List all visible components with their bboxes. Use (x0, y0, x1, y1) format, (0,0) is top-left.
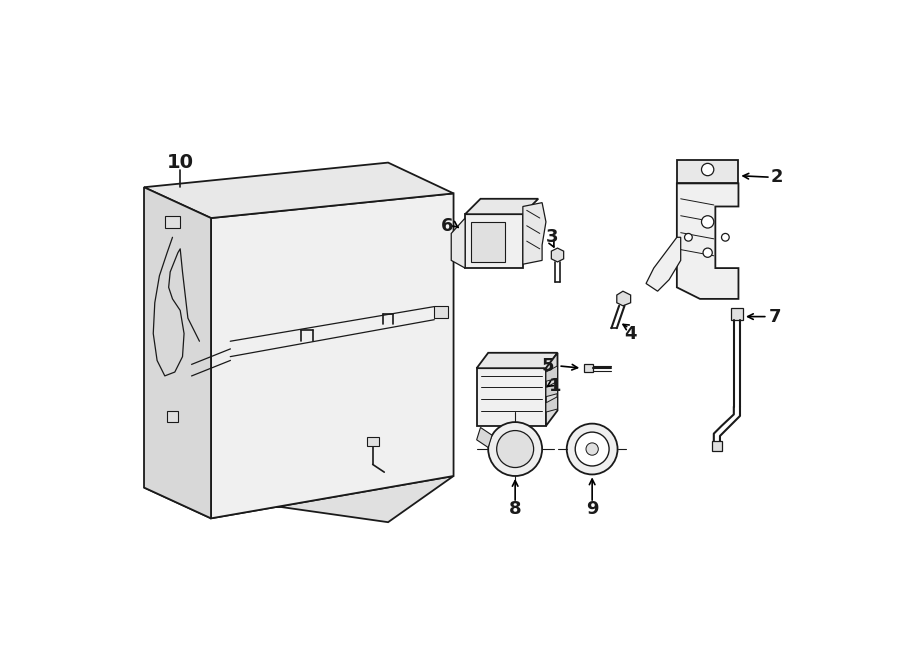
Polygon shape (546, 397, 557, 412)
Polygon shape (144, 476, 454, 522)
Polygon shape (477, 368, 546, 426)
Polygon shape (477, 428, 492, 448)
Text: 8: 8 (508, 500, 521, 518)
Polygon shape (646, 237, 680, 291)
Circle shape (586, 443, 598, 455)
Polygon shape (465, 214, 523, 268)
Polygon shape (546, 353, 557, 426)
Polygon shape (546, 381, 557, 397)
Polygon shape (546, 366, 557, 381)
Text: 4: 4 (625, 324, 637, 342)
Text: 3: 3 (546, 228, 558, 246)
Polygon shape (465, 199, 538, 214)
Polygon shape (165, 216, 180, 228)
Text: 7: 7 (770, 308, 782, 326)
Polygon shape (616, 291, 631, 306)
Circle shape (685, 234, 692, 241)
Polygon shape (677, 160, 738, 183)
Circle shape (575, 432, 609, 466)
Circle shape (701, 164, 714, 175)
Polygon shape (677, 183, 738, 299)
Polygon shape (552, 248, 563, 262)
Text: 9: 9 (586, 500, 598, 518)
Text: 2: 2 (770, 168, 783, 186)
Circle shape (703, 248, 712, 258)
Polygon shape (144, 187, 211, 518)
Polygon shape (477, 353, 557, 368)
Circle shape (722, 234, 729, 241)
Polygon shape (366, 437, 379, 446)
Circle shape (567, 424, 617, 475)
Polygon shape (712, 442, 722, 451)
Polygon shape (523, 203, 546, 264)
Polygon shape (144, 163, 454, 218)
Polygon shape (472, 222, 505, 262)
Polygon shape (167, 410, 178, 422)
Polygon shape (731, 308, 743, 320)
Circle shape (488, 422, 542, 476)
Polygon shape (435, 306, 448, 318)
Text: 1: 1 (549, 377, 562, 395)
Text: 6: 6 (441, 216, 454, 235)
Polygon shape (451, 218, 465, 268)
Text: 5: 5 (542, 357, 554, 375)
Polygon shape (211, 193, 454, 518)
Polygon shape (584, 364, 593, 372)
Circle shape (497, 430, 534, 467)
Circle shape (701, 216, 714, 228)
Text: 10: 10 (166, 153, 194, 172)
